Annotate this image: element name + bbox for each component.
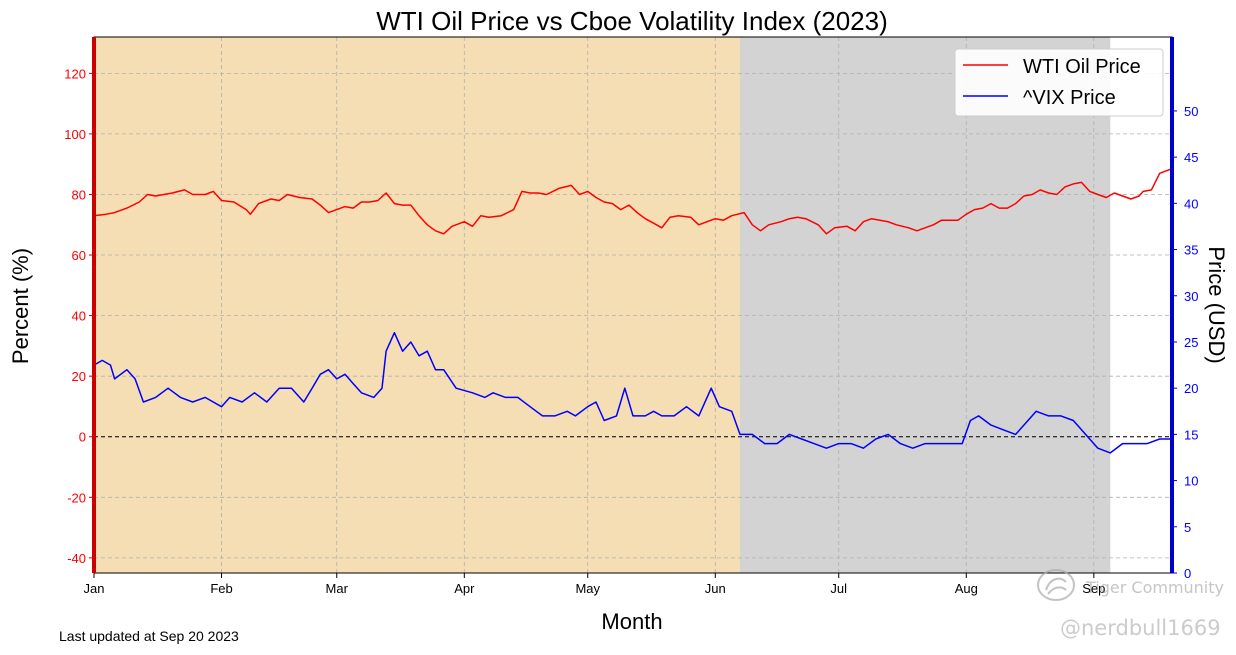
left-y-tick-label: -40 [67, 551, 86, 566]
x-axis-label: Month [601, 609, 662, 634]
x-tick-label: Sep [1082, 581, 1105, 596]
left-y-tick-label: 100 [64, 127, 86, 142]
left-y-tick-label: -20 [67, 490, 86, 505]
legend: WTI Oil Price ^VIX Price [954, 48, 1164, 117]
left-y-tick-label: 0 [79, 430, 86, 445]
right-y-tick-label: 30 [1184, 289, 1198, 304]
right-y-tick-label: 15 [1184, 427, 1198, 442]
x-tick-label: May [575, 581, 600, 596]
x-tick-label: Feb [210, 581, 232, 596]
legend-label-wti: WTI Oil Price [1023, 56, 1141, 78]
x-tick-label: Aug [955, 581, 978, 596]
wti-oil-price-line [93, 167, 1173, 235]
left-y-axis-label: Percent (%) [8, 248, 33, 364]
right-y-tick-label: 50 [1184, 104, 1198, 119]
shaded-region-1 [739, 37, 1111, 573]
left-y-tick-label: 40 [72, 309, 86, 324]
left-y-tick-label: 60 [72, 248, 86, 263]
x-tick-label: Jan [84, 581, 105, 596]
right-y-tick-label: 35 [1184, 243, 1198, 258]
x-tick-label: Jul [830, 581, 847, 596]
chart-title: WTI Oil Price vs Cboe Volatility Index (… [376, 6, 888, 36]
right-y-tick-label: 45 [1184, 150, 1198, 165]
last-updated-note: Last updated at Sep 20 2023 [59, 628, 239, 644]
right-y-tick-label: 40 [1184, 196, 1198, 211]
right-y-axis-label: Price (USD) [1204, 246, 1229, 363]
x-tick-label: Jun [705, 581, 726, 596]
x-axis-ticks: Jan Feb Mar Apr May Jun Jul Aug Sep [84, 573, 1105, 596]
shaded-regions [94, 37, 1172, 573]
series-lines [93, 167, 1173, 454]
shaded-region-0 [94, 37, 740, 573]
left-y-tick-label: 20 [72, 369, 86, 384]
x-tick-label: Apr [454, 581, 475, 596]
left-y-tick-label: 120 [64, 66, 86, 81]
vix-price-line [93, 331, 1172, 454]
right-y-tick-label: 5 [1184, 520, 1191, 535]
x-tick-label: Mar [326, 581, 349, 596]
watermark-text: Tiger Community [1086, 578, 1224, 597]
left-y-tick-label: 80 [72, 187, 86, 202]
watermark-handle: @nerdbull1669 [1060, 616, 1221, 640]
right-y-tick-label: 10 [1184, 474, 1198, 489]
legend-label-vix: ^VIX Price [1023, 87, 1116, 109]
right-y-tick-label: 20 [1184, 381, 1198, 396]
right-y-axis-ticks: 0 5 10 15 20 25 30 35 40 45 50 [1172, 104, 1198, 581]
right-y-tick-label: 25 [1184, 335, 1198, 350]
left-y-axis-ticks: -40 -20 0 20 40 60 80 100 120 [64, 66, 94, 566]
right-y-tick-label: 0 [1184, 566, 1191, 581]
tiger-logo-icon [1037, 569, 1075, 601]
